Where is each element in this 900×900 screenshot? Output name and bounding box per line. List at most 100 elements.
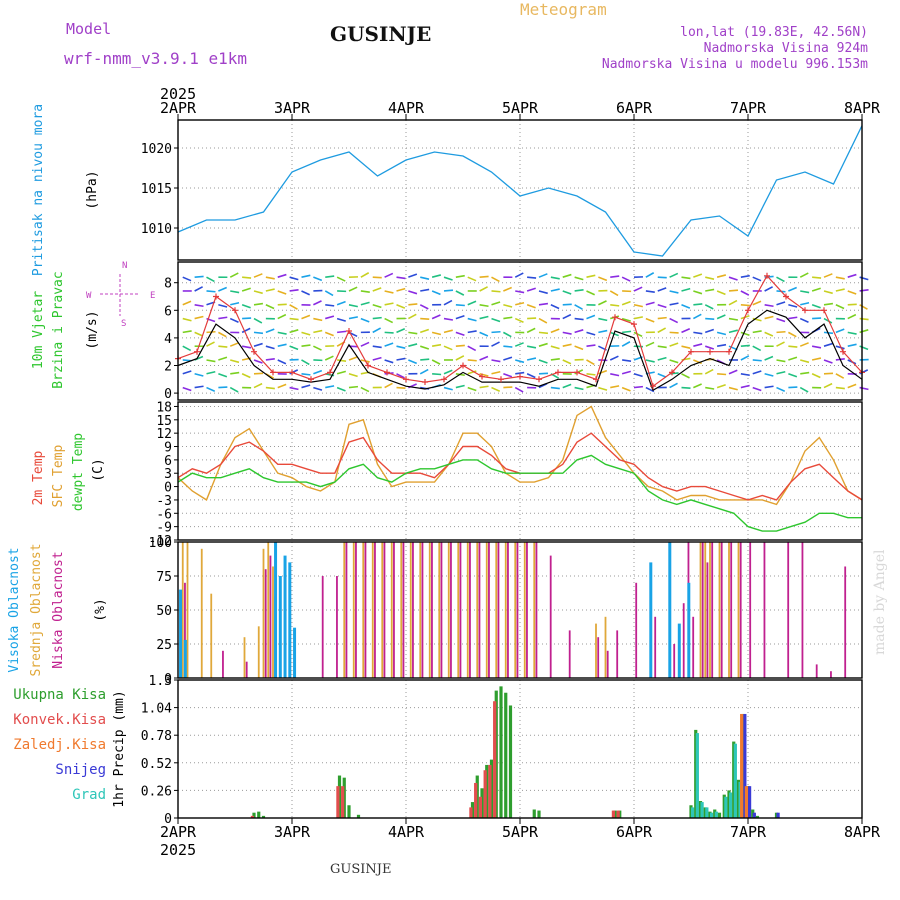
wind-arrow <box>610 385 620 389</box>
precip-strat-bar <box>740 713 744 818</box>
y-tick-label: 0 <box>164 481 172 496</box>
wind-arrow <box>645 359 655 363</box>
wind-arrow <box>265 304 275 310</box>
snow-bar <box>752 812 756 818</box>
wind-arrow <box>633 373 643 378</box>
wind-arrow <box>633 385 644 389</box>
cloud-low-bar <box>336 576 338 678</box>
gust-marker <box>821 307 827 314</box>
cloud-low-bar <box>763 542 766 678</box>
wind-arrow <box>443 386 453 391</box>
gust-marker <box>498 376 504 383</box>
compass-s: S <box>121 319 126 329</box>
cloud-unit-label: (%) <box>93 598 108 621</box>
gust-marker <box>365 362 371 369</box>
wind-arrow <box>491 386 501 392</box>
wind-arrow <box>515 371 525 375</box>
wind-arrow <box>491 301 501 306</box>
wind-arrow <box>550 288 560 292</box>
temp-sfc-label: SFC Temp <box>51 445 66 508</box>
wind-arrow <box>514 272 524 278</box>
wind-arrow <box>325 315 335 320</box>
cloud-mid-bar <box>419 542 422 678</box>
wind-arrow <box>574 289 584 292</box>
wind-arrow <box>230 290 240 294</box>
wind-arrow <box>776 276 785 283</box>
wind-arrow <box>835 386 845 390</box>
wind-arrow <box>479 355 489 361</box>
wind-arrow <box>800 301 810 306</box>
wind-arrow <box>776 370 786 375</box>
wind-arrow <box>705 345 715 350</box>
wind-arrow <box>823 302 834 306</box>
wind-arrow <box>241 345 252 349</box>
wind-arrow <box>811 287 821 292</box>
y-tick-label: 0 <box>164 672 172 687</box>
wind-arrow <box>562 273 572 278</box>
gust-marker <box>650 383 656 390</box>
wind-arrow <box>455 344 465 347</box>
cloud-low-bar <box>488 542 490 678</box>
wind-arrow <box>289 317 299 321</box>
wind-arrow <box>218 373 228 378</box>
wind-arrow <box>431 331 442 336</box>
wind-arrow <box>621 370 632 375</box>
wind-arrow <box>515 290 525 294</box>
cloud-low-bar <box>393 542 395 678</box>
wind-arrow <box>313 317 323 322</box>
wind-arrow <box>229 386 239 393</box>
cloud-low-label: Niska Oblacnost <box>51 551 66 668</box>
wind-arrow <box>728 329 738 334</box>
gust-marker <box>840 348 846 355</box>
precip-strat-bar <box>744 786 748 818</box>
wind-arrow <box>550 276 560 280</box>
wind-arrow <box>859 289 869 292</box>
wind-arrow <box>301 384 311 389</box>
model-name: wrf-nmm_v3.9.1 e1km <box>64 49 248 68</box>
cloud-mid-bar <box>272 566 274 678</box>
wind-arrow <box>396 327 406 334</box>
y-tick-label: 1.04 <box>141 702 172 717</box>
cloud-low-bar <box>568 630 571 678</box>
cloud-low-bar <box>355 542 357 678</box>
x-tick-label-top: 6APR <box>616 99 653 117</box>
gust-marker <box>232 307 238 314</box>
wind-arrow <box>289 386 299 391</box>
cloud-low-bar <box>682 603 685 678</box>
wind-arrow <box>716 290 726 296</box>
wind-arrow <box>419 304 429 310</box>
wind-arrow <box>610 372 620 377</box>
wind-arrow <box>705 317 715 321</box>
wind-arrow <box>669 382 678 389</box>
wind-arrow <box>455 331 465 336</box>
wind-arrow <box>182 370 192 375</box>
cloud-mid-bar <box>210 593 213 678</box>
wind-arrow <box>728 299 738 306</box>
wind-arrow <box>598 369 608 375</box>
wind-arrow <box>574 345 584 351</box>
wind-arrow <box>514 317 524 323</box>
graupel-bar <box>714 811 718 818</box>
cloud-low-bar <box>516 542 519 678</box>
cloud-mid-bar <box>186 542 189 678</box>
wind-arrow <box>372 287 382 292</box>
wind-arrow <box>847 273 857 278</box>
wind-arrow <box>218 316 228 320</box>
wind-arrow <box>657 356 667 361</box>
gust-marker <box>422 379 428 386</box>
wind-arrow <box>443 317 454 321</box>
wind-arrow <box>336 300 346 306</box>
wind-arrow <box>526 373 536 379</box>
wind-arrow <box>277 273 287 278</box>
wind-arrow <box>443 329 453 334</box>
wind-arrow <box>728 386 738 391</box>
precip-total-bar <box>717 812 722 818</box>
precip-conv-bar <box>469 807 473 818</box>
cloud-mid-bar <box>343 542 346 678</box>
wind-arrow <box>301 314 311 320</box>
wind-arrow <box>372 327 382 334</box>
wind-arrow <box>277 359 287 365</box>
cloud-low-bar <box>450 542 452 678</box>
wind-arrow <box>621 317 631 322</box>
cloud-mid-bar <box>371 542 374 678</box>
